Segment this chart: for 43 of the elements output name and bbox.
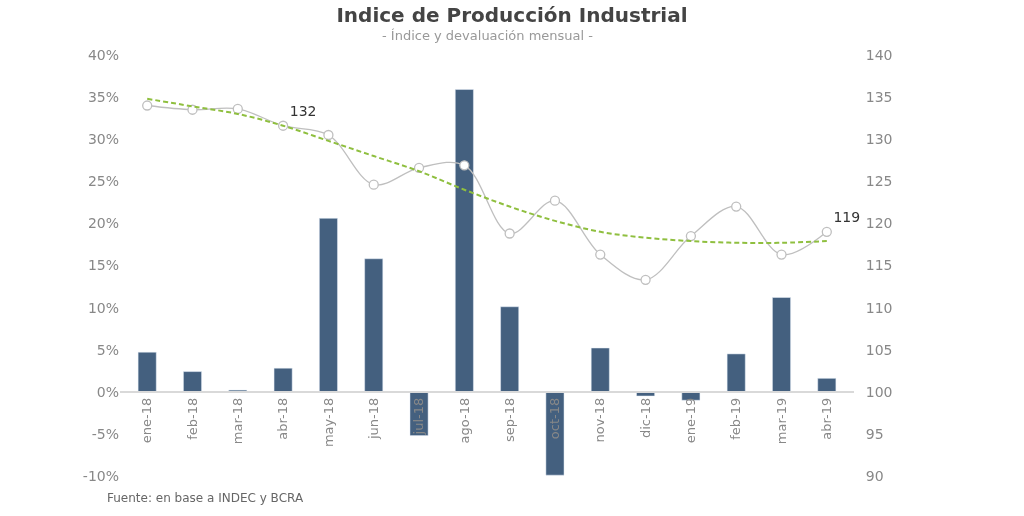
x-tick-label: sep-18 [501, 397, 517, 443]
y2-tick-label: 130 [865, 131, 893, 148]
y-tick-label: 0% [96, 383, 119, 400]
x-tick-label: oct-18 [547, 397, 563, 440]
y-tick-label: 40% [87, 46, 119, 63]
x-tick-label: nov-18 [592, 397, 608, 443]
x-tick-label: mar-19 [773, 397, 789, 445]
y2-tick-label: 120 [865, 215, 893, 232]
y2-tick-label: 95 [865, 425, 884, 442]
data-label: 119 [833, 208, 861, 225]
data-label: 132 [289, 102, 317, 119]
y-tick-label: -5% [91, 425, 119, 442]
y-tick-label: 5% [96, 341, 119, 358]
y2-tick-label: 105 [865, 341, 893, 358]
y-tick-label: 25% [87, 173, 119, 190]
y-tick-label: 35% [87, 89, 119, 105]
y2-tick-label: 110 [865, 299, 893, 316]
x-tick-label: ene-18 [139, 397, 155, 444]
x-tick-label: abr-18 [275, 397, 291, 440]
y2-tick-label: 135 [865, 89, 893, 105]
y2-tick-label: 115 [865, 257, 893, 274]
x-tick-label: ene-19 [683, 397, 699, 444]
y-tick-label: 10% [87, 299, 119, 316]
chart-title: Indice de Producción Industrial [336, 2, 688, 27]
x-tick-label: ago-18 [456, 397, 472, 444]
x-tick-label: dic-18 [637, 397, 653, 438]
x-tick-label: jul-18 [411, 397, 427, 436]
y2-tick-label: 100 [865, 383, 893, 400]
y-tick-label: 20% [87, 215, 119, 232]
x-tick-label: jun-18 [365, 397, 381, 441]
x-tick-label: mar-18 [230, 397, 246, 445]
y-tick-label: 30% [87, 131, 119, 148]
x-tick-label: may-18 [320, 397, 336, 448]
x-tick-label: abr-19 [819, 397, 835, 440]
y-tick-label: -10% [82, 467, 119, 484]
y2-tick-label: 125 [865, 173, 893, 190]
y2-tick-label: 140 [865, 46, 893, 63]
chart-subtitle: - Índice y devaluación mensual - [382, 28, 594, 43]
y-tick-label: 15% [87, 257, 119, 274]
x-tick-label: feb-18 [184, 397, 200, 440]
source-note: Fuente: en base a INDEC y BCRA [107, 491, 304, 505]
x-tick-label: feb-19 [728, 397, 744, 440]
y2-tick-label: 90 [865, 467, 884, 484]
